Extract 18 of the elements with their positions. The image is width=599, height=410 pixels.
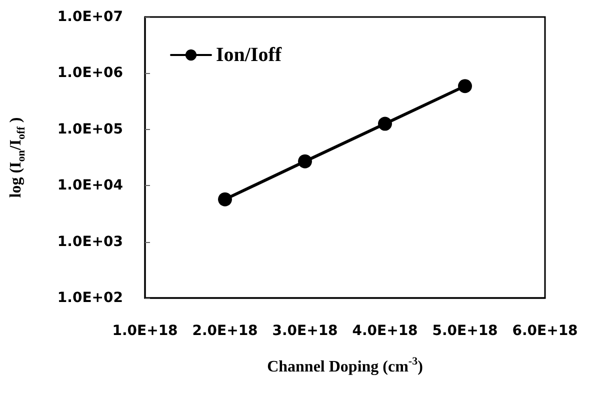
y-tick-label: 1.0E+03: [57, 234, 123, 250]
y-tick-label: 1.0E+07: [57, 9, 123, 25]
y-axis-title: log (Ion/Ioff ): [8, 117, 28, 198]
x-tick-label: 6.0E+18: [512, 323, 578, 339]
point: [298, 154, 312, 168]
y-tick-label: 1.0E+06: [57, 65, 123, 82]
point: [218, 192, 232, 206]
y-tick-label: 1.0E+05: [57, 121, 123, 138]
x-tick-label: 1.0E+18: [112, 323, 178, 339]
point: [458, 79, 472, 94]
x-tick-label: 5.0E+18: [432, 323, 498, 339]
point: [378, 116, 392, 131]
x-tick-label: 3.0E+18: [272, 323, 338, 339]
legend-label: Ion/Ioff: [216, 44, 282, 66]
x-tick-label: 4.0E+18: [352, 323, 418, 339]
x-tick-label: 2.0E+18: [192, 323, 258, 339]
y-tick-label: 1.0E+04: [57, 178, 124, 194]
y-tick-label: 1.0E+02: [57, 290, 123, 306]
